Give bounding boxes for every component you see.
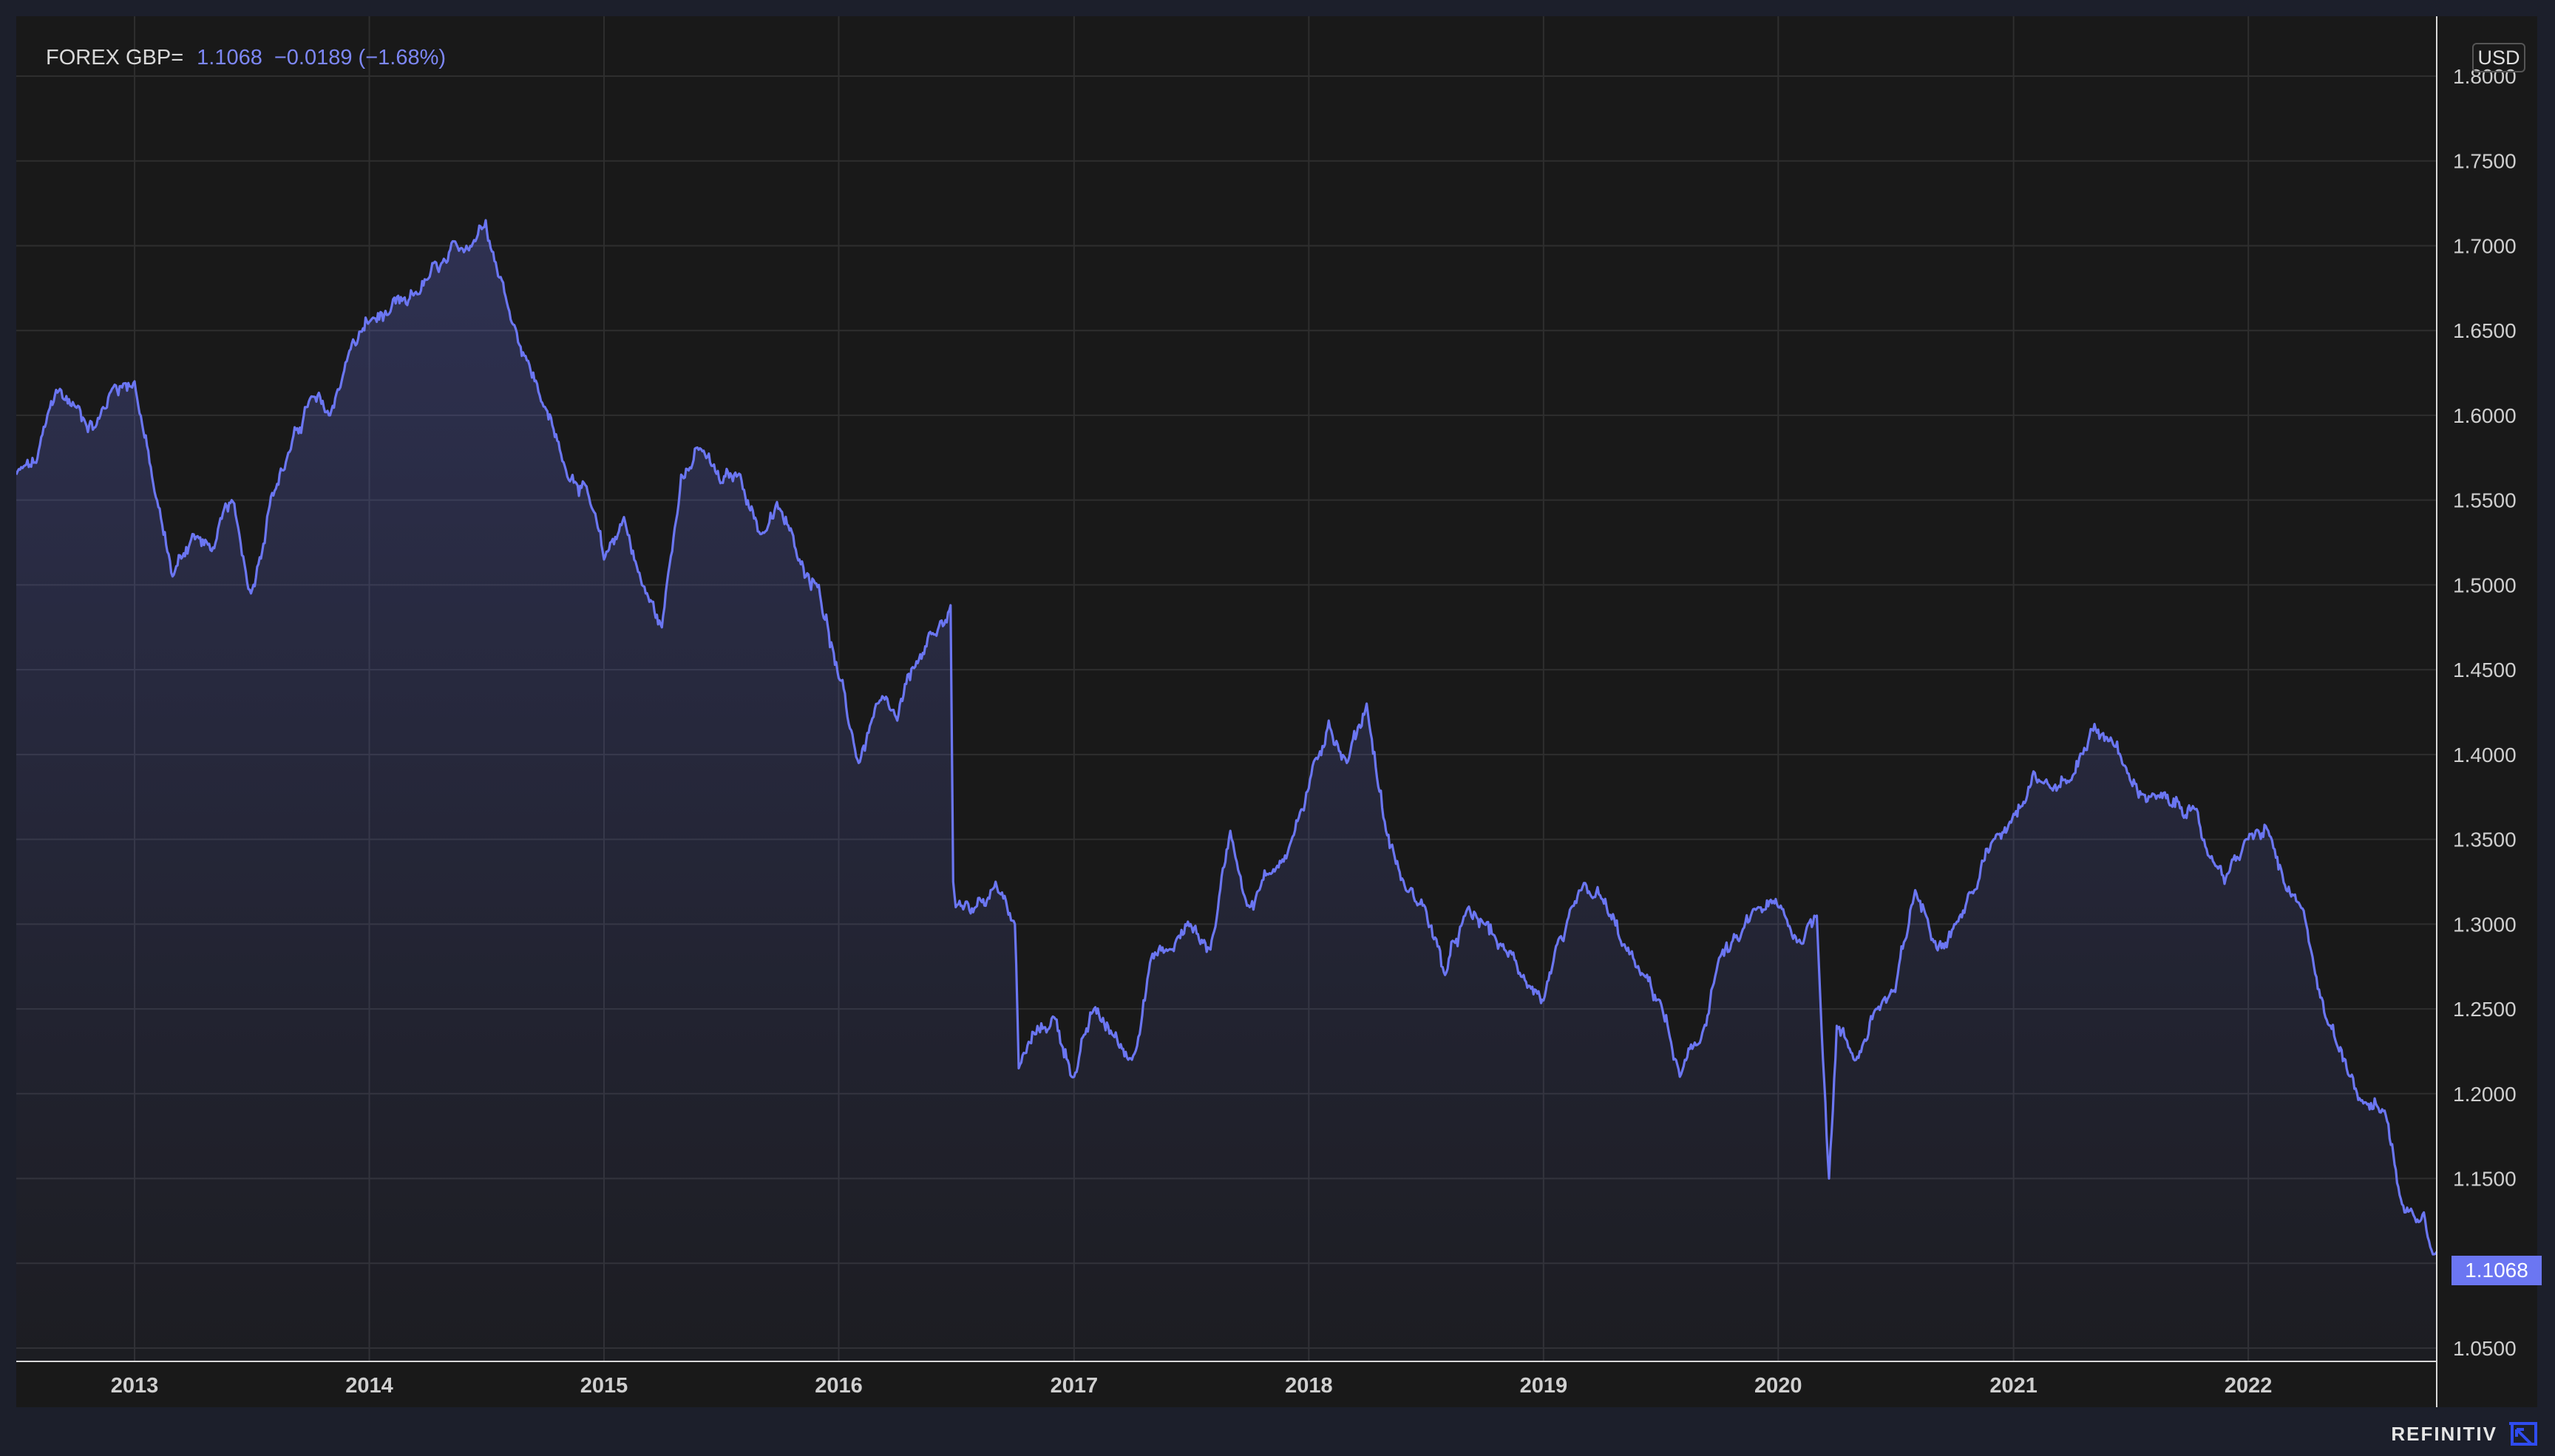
instrument-code: FOREX GBP= (46, 46, 184, 69)
x-tick-label: 2016 (815, 1374, 863, 1398)
last-value: 1.1068 (197, 46, 262, 69)
price-change: −0.0189 (−1.68%) (274, 46, 447, 69)
y-tick-label: 1.3500 (2453, 829, 2517, 851)
brand-footer: REFINITIV (2391, 1421, 2539, 1447)
y-tick-label: 1.4500 (2453, 659, 2517, 681)
last-price-label: 1.1068 (2451, 1256, 2542, 1285)
y-tick-label: 1.4000 (2453, 744, 2517, 766)
price-chart[interactable]: 1.05001.10001.15001.20001.25001.30001.35… (16, 16, 2537, 1407)
y-tick-label: 1.8000 (2453, 65, 2517, 88)
y-tick-label: 1.5000 (2453, 574, 2517, 596)
series-line (16, 219, 2438, 1256)
quote-header: FOREX GBP= 1.1068 −0.0189 (−1.68%) (46, 46, 458, 70)
x-axis-ticks: 2013 2014 2015 2016 2017 2018 2019 2020 2021 2022 (111, 1374, 2273, 1398)
series-area (16, 220, 2437, 1361)
y-tick-label: 1.6500 (2453, 319, 2517, 342)
currency-selector[interactable]: USD (2472, 43, 2525, 72)
x-tick-label: 2019 (1520, 1374, 1568, 1398)
x-tick-label: 2018 (1285, 1374, 1333, 1398)
x-tick-label: 2020 (1754, 1374, 1802, 1398)
y-tick-label: 1.7500 (2453, 150, 2517, 173)
x-tick-label: 2013 (111, 1374, 159, 1398)
chart-frame: FOREX GBP= 1.1068 −0.0189 (−1.68%) USD 1.1… (16, 16, 2542, 1407)
axes (16, 16, 2437, 1407)
x-tick-label: 2017 (1051, 1374, 1099, 1398)
y-tick-label: 1.5500 (2453, 489, 2517, 512)
y-tick-label: 1.6000 (2453, 404, 2517, 427)
y-tick-label: 1.3000 (2453, 913, 2517, 936)
series-line-layer (16, 219, 2438, 1256)
refinitiv-logo-icon (2509, 1422, 2537, 1446)
y-tick-label: 1.2500 (2453, 998, 2517, 1021)
x-tick-label: 2021 (1989, 1374, 2037, 1398)
brand-name: REFINITIV (2391, 1422, 2497, 1445)
y-axis-ticks: 1.05001.10001.15001.20001.25001.30001.35… (2453, 65, 2517, 1360)
x-tick-label: 2022 (2225, 1374, 2273, 1398)
area-fill-layer (16, 220, 2437, 1361)
y-tick-label: 1.0500 (2453, 1337, 2517, 1360)
y-tick-label: 1.1500 (2453, 1168, 2517, 1191)
x-tick-label: 2014 (345, 1374, 393, 1398)
y-tick-label: 1.2000 (2453, 1083, 2517, 1106)
y-tick-label: 1.7000 (2453, 234, 2517, 257)
x-tick-label: 2015 (580, 1374, 628, 1398)
